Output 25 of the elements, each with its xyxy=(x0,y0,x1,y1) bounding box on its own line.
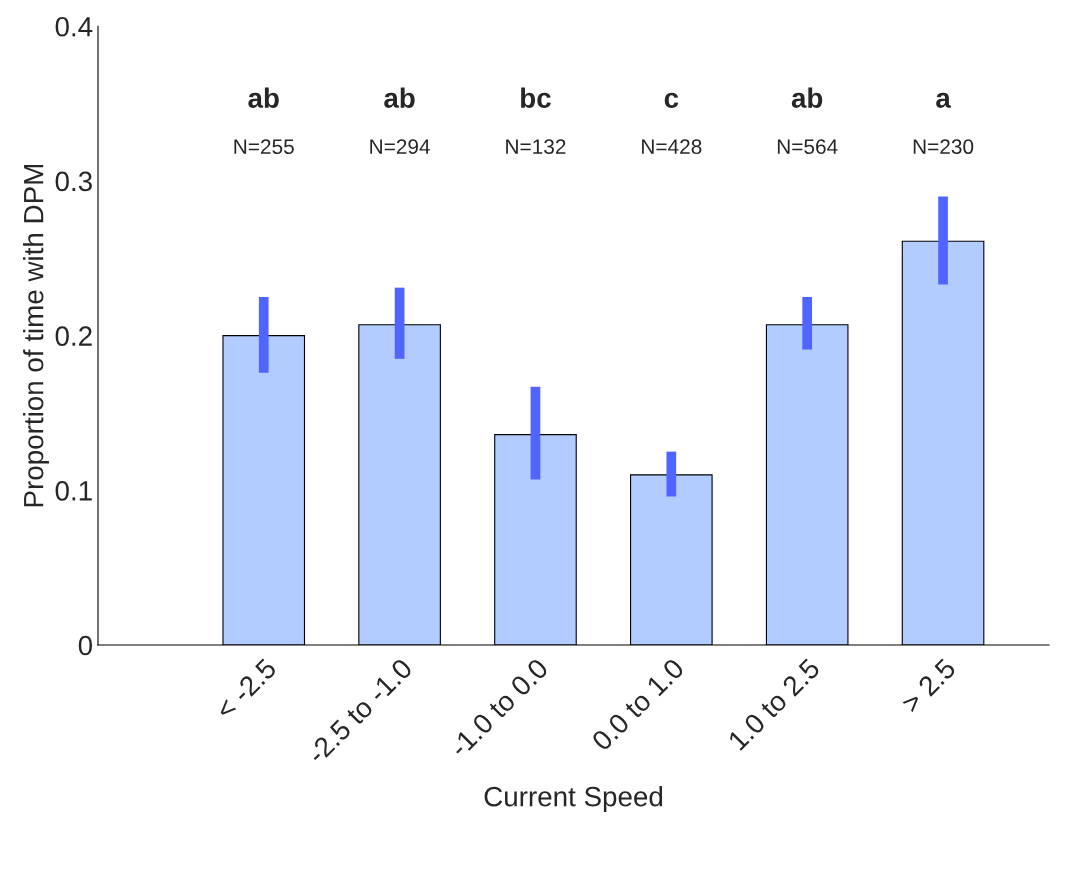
y-tick-label: 0.1 xyxy=(55,480,92,501)
x-tick-label: 0.0 to 1.0 xyxy=(590,657,685,752)
annotation: ab xyxy=(791,87,823,108)
annotation: c xyxy=(664,92,679,108)
y-tick-label: 0.3 xyxy=(55,171,92,192)
x-tick-label: -2.5 to -1.0 xyxy=(306,657,414,765)
annotation: ab xyxy=(248,87,279,108)
annotation: N=294 xyxy=(370,139,430,155)
y-tick-label: 0.2 xyxy=(55,326,92,346)
y-tick-label: 0 xyxy=(78,635,93,656)
y-tick-label: 0.4 xyxy=(55,16,93,37)
annotation: N=428 xyxy=(642,139,702,155)
annotation: ab xyxy=(384,87,415,108)
x-tick-label: -1.0 to 0.0 xyxy=(448,657,550,759)
y-axis-title: Proportion of time with DPM xyxy=(23,164,49,507)
x-tick-label: 1.0 to 2.5 xyxy=(727,657,821,751)
annotation: N=255 xyxy=(234,139,294,155)
annotation: N=132 xyxy=(506,139,566,155)
annotation: N=230 xyxy=(913,139,974,155)
annotation: N=564 xyxy=(777,139,838,155)
x-axis-title: Current Speed xyxy=(484,786,663,812)
annotation: bc xyxy=(521,87,551,108)
x-tick-label: < -2.5 xyxy=(214,657,278,721)
annotation: a xyxy=(936,92,951,108)
x-tick-label: > 2.5 xyxy=(900,657,957,714)
